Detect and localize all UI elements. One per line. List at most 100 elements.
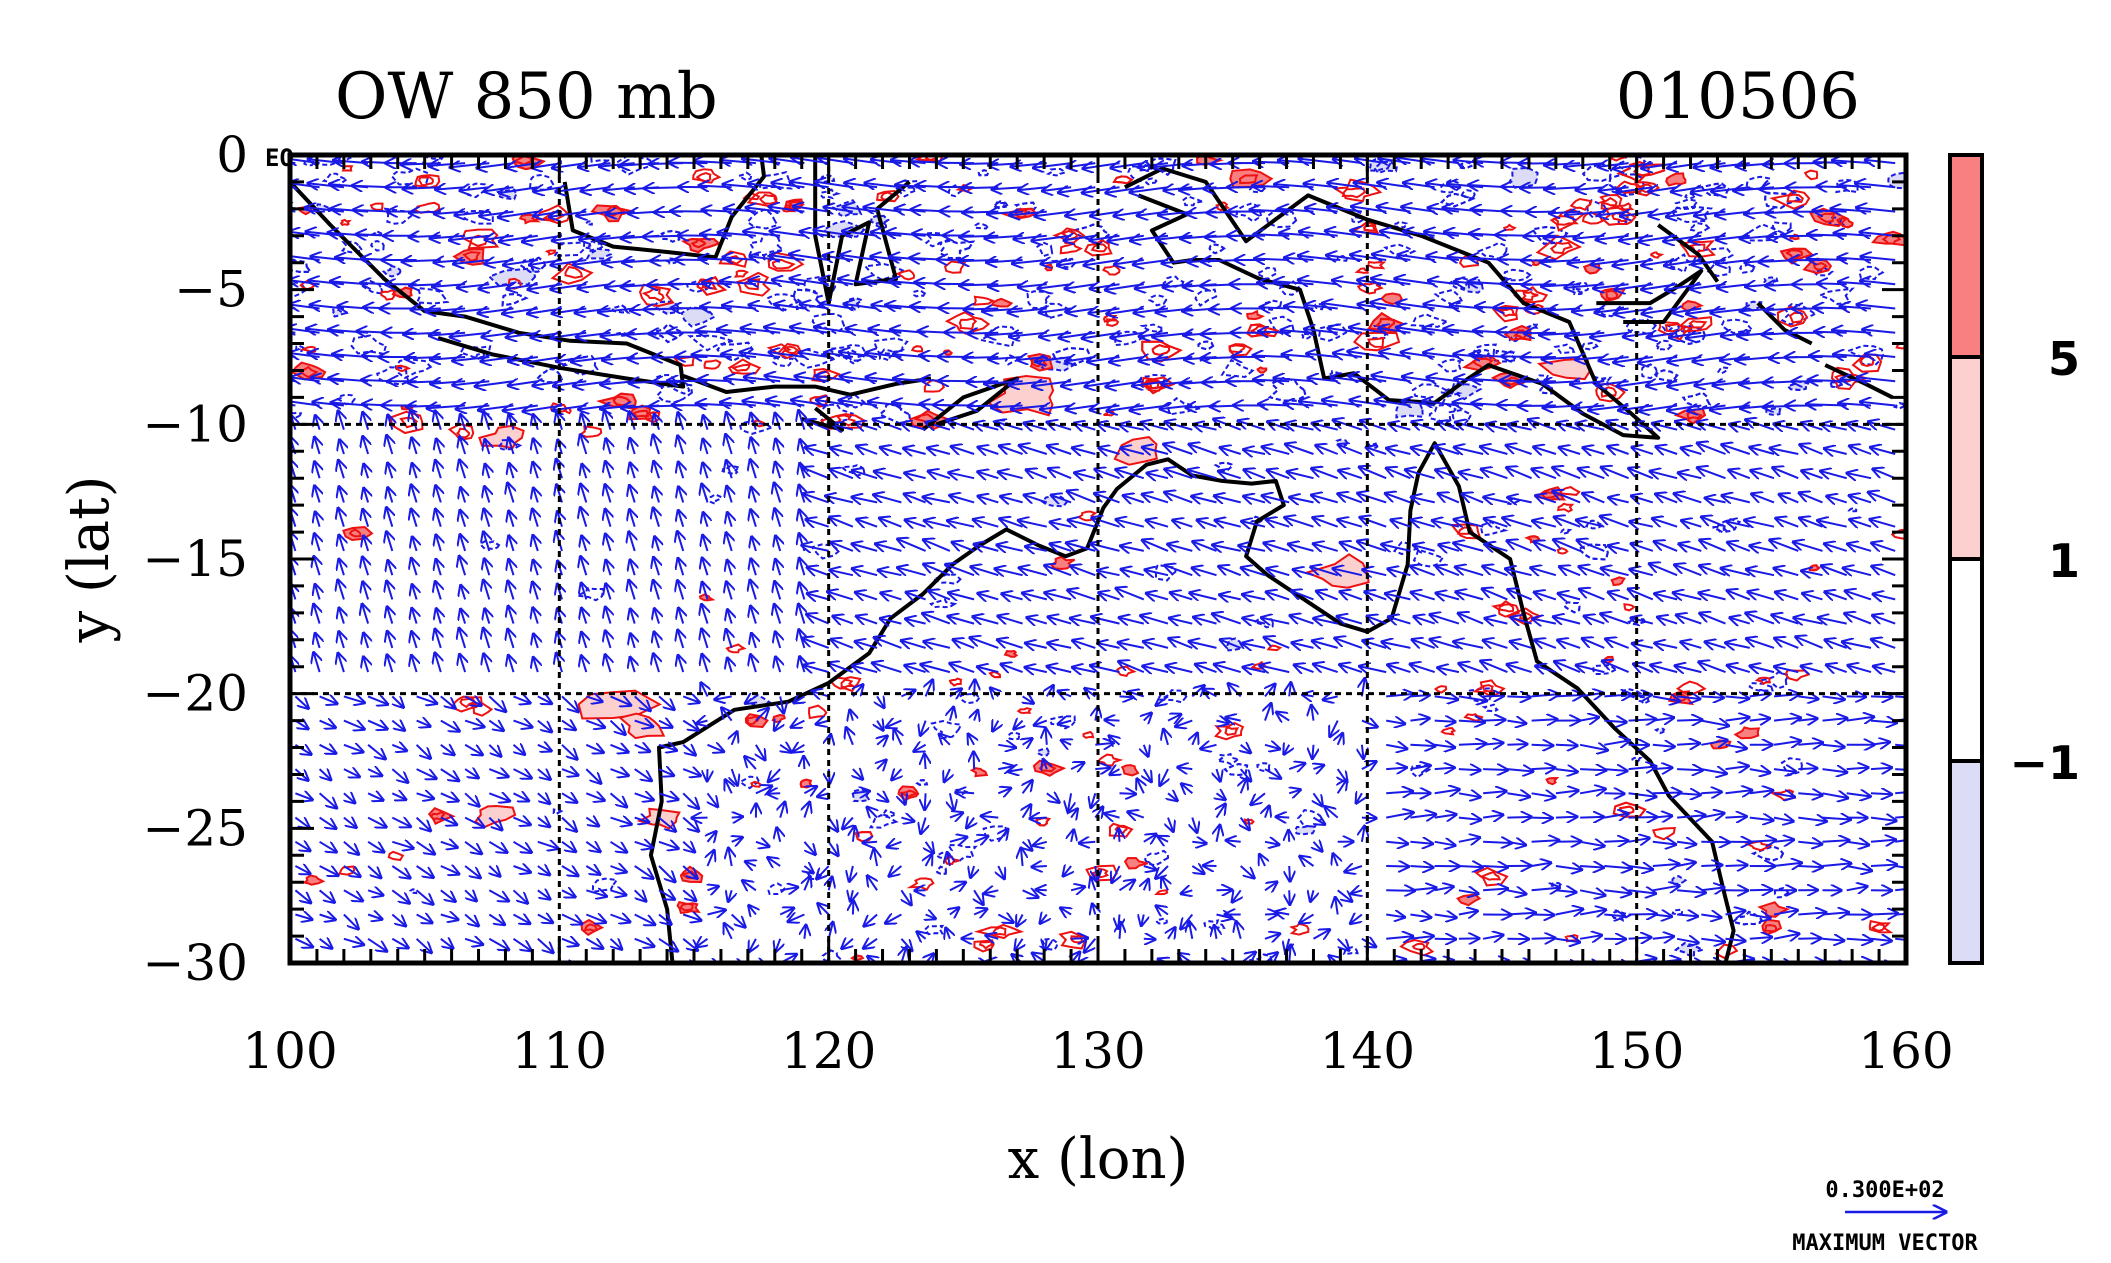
contour-pos — [1003, 649, 1019, 658]
wind-vector — [1809, 380, 1847, 381]
wind-vector — [1524, 236, 1556, 237]
contour-pos — [1557, 502, 1575, 513]
wind-vector — [1483, 866, 1507, 867]
wind-vector — [1870, 913, 1897, 914]
contour-neg — [1738, 263, 1755, 274]
wind-vector — [1818, 186, 1847, 187]
colorbar-segment-3 — [1948, 759, 1984, 965]
wind-vector — [1518, 406, 1556, 407]
contour-neg — [977, 169, 990, 177]
contour-neg — [1147, 293, 1168, 307]
y-axis-label: y (lat) — [57, 476, 122, 644]
contour-neg — [1351, 216, 1364, 224]
wind-vector — [1120, 923, 1121, 939]
colorbar-labels: 5 1 −1 — [2009, 332, 2080, 790]
contour-neg — [1750, 845, 1785, 862]
contour-neg — [1220, 358, 1255, 379]
contour-neg — [1437, 358, 1462, 373]
wind-vector — [1652, 768, 1672, 769]
wind-vector — [362, 380, 393, 381]
contour-neg — [1480, 520, 1509, 537]
contour-neg — [1835, 178, 1859, 194]
contour-pos — [1665, 172, 1687, 187]
contour-neg — [839, 464, 866, 477]
contour-pos — [1354, 267, 1370, 274]
colorbar-level-1: 1 — [2048, 534, 2080, 588]
colorbar-level-0: 5 — [2048, 332, 2080, 386]
contour-pos — [1569, 197, 1593, 212]
wind-vector — [1095, 768, 1109, 769]
contour-neg — [660, 229, 682, 243]
wind-vector — [1119, 696, 1133, 697]
contour-fill-neg — [1441, 382, 1481, 400]
contour-neg — [819, 188, 842, 200]
contour-pos — [1052, 227, 1086, 245]
wind-vector — [1701, 792, 1721, 793]
x-tick-label-110: 110 — [512, 1022, 607, 1080]
x-tick-label-140: 140 — [1320, 1022, 1415, 1080]
contour-neg — [1035, 747, 1051, 757]
contour-pos-inner — [771, 258, 796, 270]
contour-pos — [750, 780, 762, 788]
contour-pos-inner — [1689, 243, 1706, 254]
contour-neg — [1714, 518, 1742, 534]
contour-pos — [369, 202, 384, 211]
wind-vector — [1628, 817, 1657, 818]
contour-fill-neg — [1295, 826, 1315, 835]
contour-neg — [687, 334, 737, 352]
contour-neg — [1038, 937, 1059, 951]
contour-neg — [993, 200, 1009, 209]
contour-pos — [1502, 223, 1517, 232]
contour-pos — [735, 271, 771, 297]
wind-vector — [974, 752, 975, 770]
y-tick-label-0: 0 — [216, 126, 248, 184]
wind-vector — [1531, 818, 1552, 819]
wind-vector — [967, 381, 999, 382]
wind-vector — [1818, 283, 1847, 284]
contour-pos-inner — [462, 251, 482, 263]
x-tick-label-130: 130 — [1050, 1022, 1145, 1080]
contour-neg — [1068, 223, 1112, 244]
contour-pos-inner — [1870, 923, 1886, 932]
contour-pos — [1083, 238, 1113, 257]
contour-neg — [935, 865, 947, 875]
contour-neg — [1440, 381, 1483, 401]
contour-pos-inner — [641, 287, 665, 302]
contour-pos — [948, 677, 963, 687]
contour-pos-inner — [417, 176, 435, 187]
wind-vector — [1814, 308, 1847, 309]
wind-vector — [1652, 793, 1681, 794]
wind-vector — [1312, 744, 1313, 758]
contour-fill-pos — [1125, 858, 1148, 869]
contour-pos — [1836, 217, 1854, 229]
contour-neg — [381, 264, 402, 278]
wind-vector — [410, 236, 441, 237]
contour-neg — [1560, 528, 1573, 536]
wind-vector — [407, 406, 441, 407]
vector-key-value: 0.300E+02 — [1825, 1178, 1944, 1203]
contour-neg — [584, 220, 593, 226]
date-label: 010506 — [1616, 60, 1860, 134]
wind-vector — [668, 332, 708, 333]
wind-vector — [1725, 865, 1747, 866]
contour-neg — [1674, 198, 1700, 211]
contour-neg — [911, 289, 927, 298]
contour-pos — [447, 423, 475, 441]
wind-vector — [1870, 865, 1896, 866]
contour-neg — [880, 809, 895, 818]
contour-neg — [1411, 383, 1463, 404]
wind-vector — [1555, 695, 1582, 696]
chart-title: OW 850 mb — [335, 60, 718, 134]
contour-pos — [1803, 169, 1819, 181]
wind-vector — [968, 333, 999, 334]
contour-pos — [470, 702, 494, 717]
contour-pos-inner — [583, 923, 599, 932]
wind-vector — [1725, 817, 1746, 818]
contour-pos-inner — [1367, 336, 1385, 348]
contour-neg — [765, 293, 803, 312]
y-tick-labels: 0 −5 −10 −15 −20 −25 −30 — [142, 126, 248, 992]
contour-pos-inner — [1498, 603, 1515, 613]
wind-vector — [1531, 938, 1555, 939]
wind-vector — [354, 210, 393, 212]
wind-vector — [668, 381, 708, 382]
